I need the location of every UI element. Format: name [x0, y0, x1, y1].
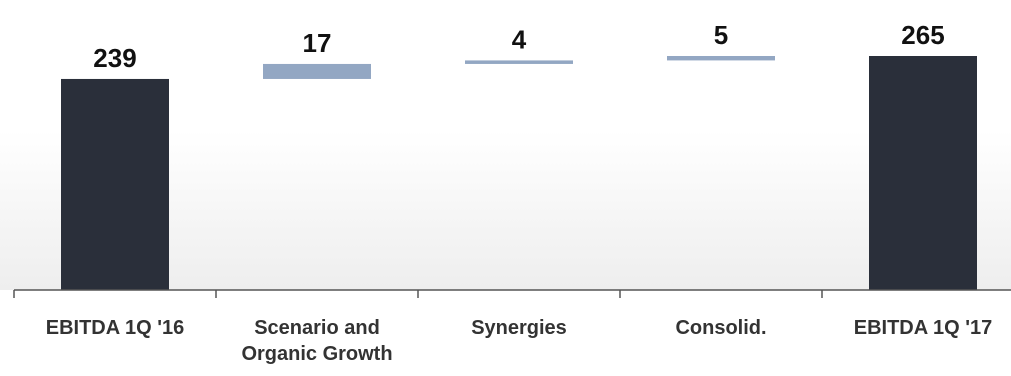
category-label: EBITDA 1Q '16: [46, 317, 185, 339]
bars-group: [61, 56, 977, 290]
delta-bar: [465, 60, 573, 64]
value-label: 17: [303, 28, 332, 58]
value-label: 239: [93, 43, 136, 73]
delta-bar: [667, 56, 775, 61]
total-bar: [869, 56, 977, 290]
value-label: 5: [714, 20, 728, 50]
delta-bar: [263, 63, 371, 79]
x-axis: [13, 289, 1011, 298]
category-label: Consolid.: [675, 317, 766, 339]
category-label: Synergies: [471, 317, 567, 339]
category-label: EBITDA 1Q '17: [854, 317, 993, 339]
value-label: 265: [901, 20, 944, 50]
value-label: 4: [512, 24, 527, 54]
total-bar: [61, 78, 169, 290]
category-labels-group: EBITDA 1Q '16 Scenario and Organic Growth S…: [46, 317, 993, 365]
category-label: Scenario and Organic Growth: [241, 317, 392, 365]
value-labels-group: 239 17 4 5 265: [93, 20, 944, 73]
